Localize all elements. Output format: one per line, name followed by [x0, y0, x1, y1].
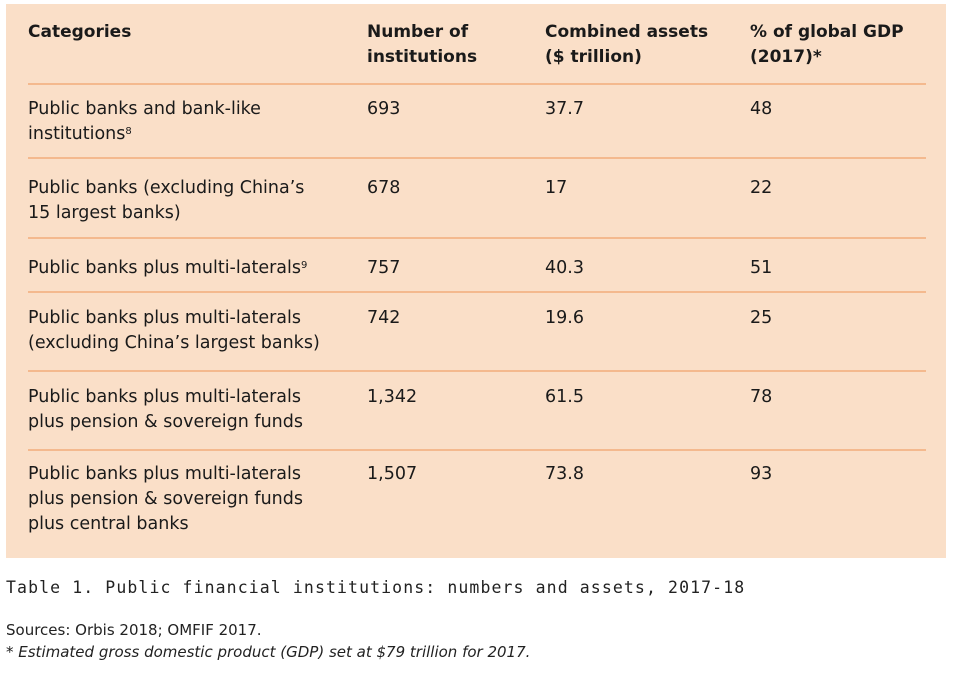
header-categories: Categories [28, 20, 348, 45]
row-institutions: 693 [367, 99, 401, 119]
category-line: 15 largest banks) [28, 203, 181, 223]
header-assets: Combined assets ($ trillion) [545, 20, 735, 70]
row-gdp-pct: 93 [750, 464, 773, 484]
row-gdp-pct: 25 [750, 308, 773, 328]
category-line: (excluding China’s largest banks) [28, 333, 320, 353]
header-gdp: % of global GDP (2017)* [750, 20, 926, 70]
header-institutions-line2: institutions [367, 47, 478, 67]
row-category: Public banks plus multi-laterals plus pe… [28, 385, 348, 435]
row-separator [28, 237, 926, 239]
footnote-reference: 8 [125, 126, 132, 137]
row-category: Public banks (excluding China’s 15 large… [28, 176, 348, 226]
category-line: Public banks plus multi-laterals [28, 308, 301, 328]
row-gdp-pct: 22 [750, 178, 773, 198]
category-line: plus central banks [28, 514, 189, 534]
row-gdp-pct: 48 [750, 99, 773, 119]
header-institutions-line1: Number of [367, 22, 469, 42]
row-institutions: 1,507 [367, 464, 418, 484]
category-line: Public banks plus multi-laterals [28, 464, 301, 484]
row-separator [28, 157, 926, 159]
row-separator [28, 449, 926, 451]
row-category: Public banks and bank-like institutions8 [28, 97, 348, 147]
sources-note: Sources: Orbis 2018; OMFIF 2017. [6, 621, 262, 639]
category-line: Public banks plus multi-laterals [28, 258, 301, 278]
category-line: plus pension & sovereign funds [28, 412, 303, 432]
row-separator [28, 83, 926, 85]
header-assets-line2: ($ trillion) [545, 47, 642, 67]
category-line: Public banks (excluding China’s [28, 178, 305, 198]
row-assets: 19.6 [545, 308, 584, 328]
row-category: Public banks plus multi-laterals plus pe… [28, 462, 348, 537]
category-line: plus pension & sovereign funds [28, 489, 303, 509]
row-separator [28, 370, 926, 372]
row-gdp-pct: 78 [750, 387, 773, 407]
row-assets: 73.8 [545, 464, 584, 484]
row-category: Public banks plus multi-laterals9 [28, 256, 348, 281]
row-gdp-pct: 51 [750, 258, 773, 278]
row-institutions: 742 [367, 308, 401, 328]
category-line: Public banks and bank-like [28, 99, 261, 119]
row-assets: 40.3 [545, 258, 584, 278]
row-institutions: 757 [367, 258, 401, 278]
row-assets: 17 [545, 178, 568, 198]
footnote-reference: 9 [301, 260, 308, 271]
category-line: institutions [28, 124, 126, 144]
data-table: Categories Number of institutions Combin… [6, 4, 946, 558]
header-assets-line1: Combined assets [545, 22, 709, 42]
header-gdp-line1: % of global GDP [750, 22, 904, 42]
gdp-footnote: * Estimated gross domestic product (GDP)… [6, 643, 531, 661]
row-assets: 61.5 [545, 387, 584, 407]
header-categories-label: Categories [28, 22, 132, 42]
header-institutions: Number of institutions [367, 20, 537, 70]
category-line: Public banks plus multi-laterals [28, 387, 301, 407]
row-institutions: 1,342 [367, 387, 418, 407]
row-institutions: 678 [367, 178, 401, 198]
row-separator [28, 291, 926, 293]
table-caption: Table 1. Public financial institutions: … [6, 578, 746, 597]
row-category: Public banks plus multi-laterals (exclud… [28, 306, 348, 356]
header-gdp-line2: (2017)* [750, 47, 822, 67]
row-assets: 37.7 [545, 99, 584, 119]
